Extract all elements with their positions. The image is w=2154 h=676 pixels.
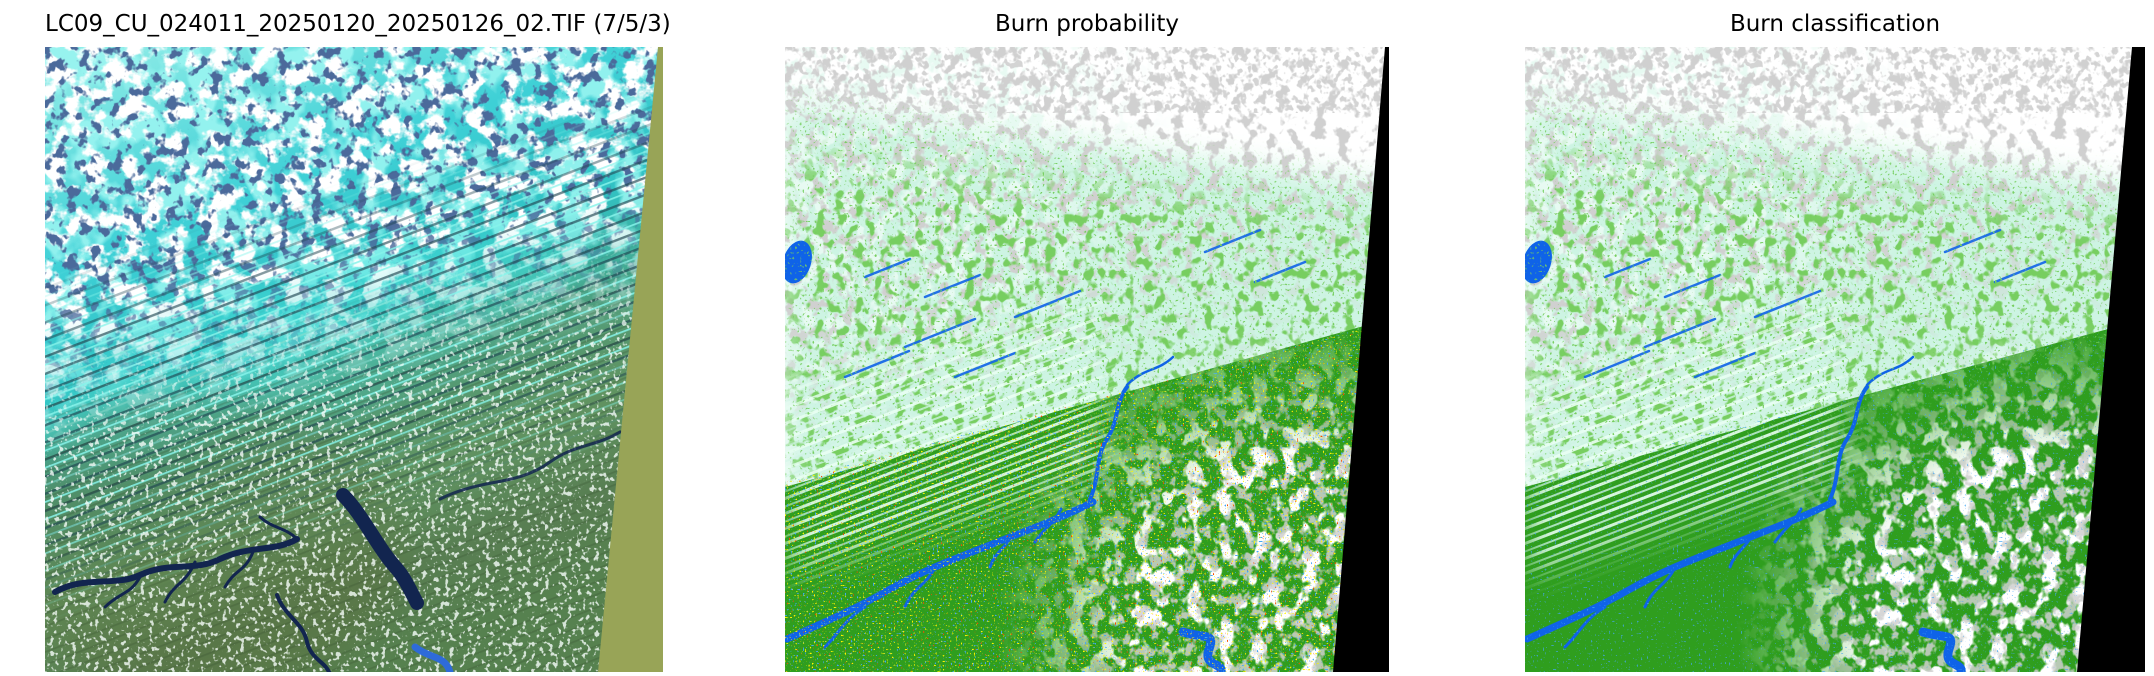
green-dots-mint bbox=[1525, 47, 2145, 672]
panel-landsat-scene bbox=[45, 47, 663, 672]
panel-title-landsat-scene: LC09_CU_024011_20250120_20250126_02.TIF … bbox=[45, 11, 671, 37]
map-nodata-wedge bbox=[1333, 47, 1389, 672]
panel-burn-probability bbox=[785, 47, 1389, 672]
panel-title-burn-probability: Burn probability bbox=[994, 11, 1179, 37]
rivers-navy bbox=[52, 430, 622, 672]
scene-nodata-wedge bbox=[598, 47, 663, 672]
green-dots-mint bbox=[785, 47, 1389, 672]
map-nodata-wedge bbox=[2077, 47, 2145, 672]
panel-title-burn-classification: Burn classification bbox=[1729, 11, 1941, 37]
river-bright-blue bbox=[411, 643, 454, 672]
landsat-scene-image bbox=[45, 47, 663, 672]
panel-burn-classification bbox=[1525, 47, 2145, 672]
burn-probability-image bbox=[785, 47, 1389, 672]
lowland-texture bbox=[45, 47, 663, 672]
burn-classification-image bbox=[1525, 47, 2145, 672]
